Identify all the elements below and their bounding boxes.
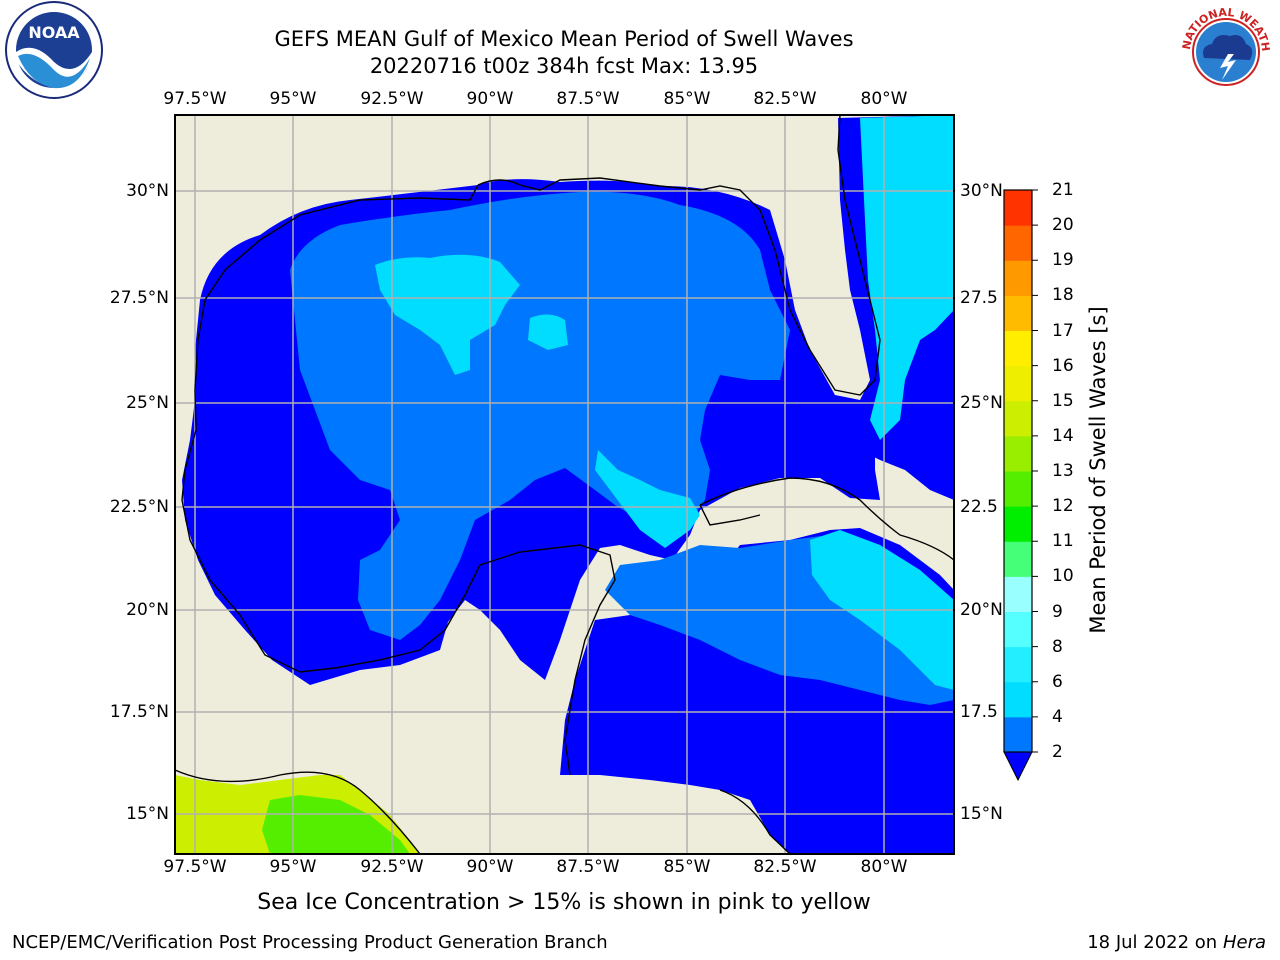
colorbar-tick-label: 11 <box>1052 531 1074 552</box>
lon-label: 90°W <box>466 857 514 877</box>
colorbar-segment <box>1004 646 1032 683</box>
colorbar-tick-label: 19 <box>1052 250 1074 271</box>
colorbar-tick-label: 20 <box>1052 215 1074 236</box>
map-area <box>174 114 955 855</box>
colorbar-tick-label: 12 <box>1052 496 1074 517</box>
colorbar-tick-label: 16 <box>1052 355 1074 376</box>
lat-label: 25°N <box>960 393 1003 413</box>
colorbar-tick-label: 17 <box>1052 320 1074 341</box>
sea-ice-caption: Sea Ice Concentration > 15% is shown in … <box>257 890 871 915</box>
lon-label: 85°W <box>663 89 711 109</box>
lat-label: 20°N <box>126 600 169 620</box>
lon-label: 95°W <box>269 89 317 109</box>
colorbar-segment <box>1004 435 1032 472</box>
lat-label: 22.5°N <box>109 497 169 517</box>
lon-label: 87.5°W <box>556 857 620 877</box>
lat-label: 17.5°N <box>109 702 169 722</box>
lat-label: 15°N <box>126 804 169 824</box>
colorbar <box>1003 189 1038 782</box>
colorbar-segment <box>1004 506 1032 542</box>
colorbar-segment <box>1004 576 1032 612</box>
lon-label: 90°W <box>466 89 514 109</box>
colorbar-tick-label: 10 <box>1052 566 1074 587</box>
lon-label: 97.5°W <box>163 857 227 877</box>
gulf-water-cyan <box>375 254 520 375</box>
nws-logo-icon: NATIONAL WEATHER SERVICE <box>1172 0 1276 102</box>
coastline <box>174 114 955 855</box>
colorbar-tick-label: 13 <box>1052 461 1074 481</box>
lon-label: 87.5°W <box>556 89 620 109</box>
footer-host: Hera <box>1222 932 1266 953</box>
lon-label: 95°W <box>269 857 317 877</box>
colorbar-segment <box>1004 716 1032 753</box>
gulf-water-cyan-3 <box>595 450 700 548</box>
colorbar-segment <box>1004 611 1032 648</box>
colorbar-segment <box>1004 681 1032 718</box>
lat-label: 25°N <box>126 393 169 413</box>
colorbar-tick-label: 4 <box>1052 706 1063 727</box>
colorbar-tick-label: 6 <box>1052 671 1063 692</box>
colorbar-segment <box>1004 400 1032 437</box>
colorbar-under-arrow <box>1003 751 1033 782</box>
colorbar-tick-label: 9 <box>1052 601 1063 622</box>
lat-label: 27.5 <box>960 288 998 308</box>
colorbar-tick-label: 15 <box>1052 390 1074 411</box>
colorbar-segment <box>1004 471 1032 507</box>
colorbar-segment <box>1004 225 1032 261</box>
chart-title: GEFS MEAN Gulf of Mexico Mean Period of … <box>274 27 854 51</box>
colorbar-segment <box>1004 330 1032 367</box>
footer-credit: NCEP/EMC/Verification Post Processing Pr… <box>12 932 608 953</box>
colorbar-segment <box>1004 295 1032 331</box>
colorbar-tick-label: 8 <box>1052 636 1063 657</box>
noaa-logo-icon: NOAA <box>4 0 104 100</box>
lat-label: 27.5°N <box>109 288 169 308</box>
graticule <box>175 115 954 854</box>
colorbar-tick-label: 18 <box>1052 285 1074 306</box>
lon-label: 92.5°W <box>360 89 424 109</box>
svg-text:NOAA: NOAA <box>28 23 80 42</box>
lon-label: 92.5°W <box>360 857 424 877</box>
colorbar-tick-label: 21 <box>1052 180 1074 200</box>
lon-label: 97.5°W <box>163 89 227 109</box>
lon-label: 80°W <box>860 857 908 877</box>
lat-label: 30°N <box>126 181 169 201</box>
map-frame <box>174 114 955 855</box>
colorbar-segment <box>1004 190 1032 226</box>
lon-label: 85°W <box>663 857 711 877</box>
footer-date-text: 18 Jul 2022 on <box>1087 932 1223 953</box>
gulf-water-cyan-2 <box>528 314 568 350</box>
colorbar-tick-label: 14 <box>1052 425 1074 446</box>
lat-label: 30°N <box>960 181 1003 201</box>
colorbar-segment <box>1004 541 1032 577</box>
colorbar-title: Mean Period of Swell Waves [s] <box>1086 306 1110 634</box>
lat-label: 22.5 <box>960 497 998 517</box>
lat-label: 20°N <box>960 600 1003 620</box>
lat-label: 15°N <box>960 804 1003 824</box>
lon-label: 82.5°W <box>753 857 817 877</box>
colorbar-segment <box>1004 260 1032 296</box>
colorbar-tick-label: 2 <box>1052 742 1063 762</box>
footer-date: 18 Jul 2022 on Hera <box>1087 932 1266 953</box>
lat-label: 17.5 <box>960 702 998 722</box>
pacific-water-green <box>262 795 410 854</box>
lon-label: 80°W <box>860 89 908 109</box>
colorbar-segment <box>1004 365 1032 402</box>
chart-subtitle: 20220716 t00z 384h fcst Max: 13.95 <box>369 54 759 78</box>
lon-label: 82.5°W <box>753 89 817 109</box>
